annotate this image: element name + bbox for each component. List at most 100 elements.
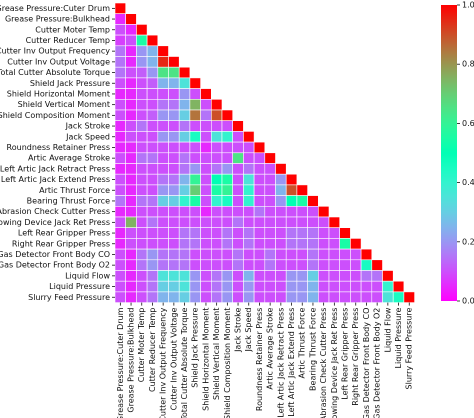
heatmap-cell <box>168 173 180 186</box>
heatmap-cell <box>125 227 137 239</box>
y-tick-label: Cutter Moter Temp <box>35 25 110 34</box>
heatmap-cell <box>146 195 159 207</box>
heatmap-cell <box>200 195 212 207</box>
x-tick-label: Bearing Thrust Force <box>308 308 317 391</box>
heatmap-cell <box>168 88 180 100</box>
x-tick-label: Jack Speed <box>244 308 253 353</box>
heatmap-cell <box>221 120 233 132</box>
heatmap-cell <box>307 248 319 261</box>
heatmap-cell <box>307 259 319 271</box>
heatmap-cell <box>317 206 330 218</box>
heatmap-cell <box>168 248 180 261</box>
y-tick-label: Liquid Pressure <box>49 282 110 291</box>
heatmap-cell <box>136 238 148 250</box>
x-tick-label: Left Rear Gripper Press <box>341 308 350 400</box>
heatmap-cell <box>221 109 233 121</box>
heatmap-cell <box>211 280 223 293</box>
x-tick-label: Left Artic Jack Retract Press <box>276 308 285 418</box>
heatmap-cell <box>125 259 137 271</box>
heatmap-cell <box>221 248 233 261</box>
heatmap-cell <box>360 291 373 303</box>
heatmap-cell <box>168 291 180 303</box>
heatmap-cell <box>157 248 169 261</box>
heatmap-cell <box>136 173 148 186</box>
heatmap-cell <box>285 173 298 186</box>
heatmap-cell <box>200 280 212 293</box>
heatmap-cell <box>114 131 126 143</box>
heatmap-cell <box>136 184 148 196</box>
heatmap-cell <box>146 238 159 250</box>
heatmap-cell <box>125 184 137 196</box>
x-tick-label: Gas Detector Front Body O2 <box>373 308 382 418</box>
heatmap-cell <box>211 163 223 175</box>
heatmap-cell <box>168 131 180 143</box>
heatmap-cell <box>178 248 191 261</box>
heatmap-cell <box>157 99 169 111</box>
heatmap-cell <box>168 66 180 79</box>
heatmap-cells <box>114 2 415 303</box>
heatmap-cell <box>178 173 191 186</box>
heatmap-cell <box>178 120 191 132</box>
heatmap-cell <box>253 270 266 282</box>
heatmap-cell <box>243 291 255 303</box>
heatmap-cell <box>178 259 191 271</box>
heatmap-cell <box>317 291 330 303</box>
heatmap-cell <box>178 77 191 89</box>
heatmap-cell <box>114 109 126 121</box>
heatmap-cell <box>178 238 191 250</box>
colorbar-tick-label: 1.0 <box>462 1 474 10</box>
heatmap-cell <box>285 216 298 228</box>
heatmap-cell <box>136 195 148 207</box>
heatmap-cell <box>168 206 180 218</box>
heatmap-cell <box>146 120 159 132</box>
heatmap-cell <box>189 195 201 207</box>
heatmap-cell <box>200 227 212 239</box>
heatmap-cell <box>296 248 308 261</box>
heatmap-cell <box>125 24 137 36</box>
heatmap-cell <box>114 152 126 164</box>
heatmap-cell <box>221 141 233 154</box>
heatmap-cell <box>125 99 137 111</box>
heatmap-cell <box>211 173 223 186</box>
heatmap-cell <box>114 141 126 154</box>
x-tick-label: Total Cutter Absolute Torque <box>180 308 189 418</box>
heatmap-cell <box>253 184 266 196</box>
heatmap-cell <box>350 280 362 293</box>
heatmap-cell <box>146 206 159 218</box>
heatmap-cell <box>360 270 373 282</box>
heatmap-cell <box>189 227 201 239</box>
heatmap-cell <box>200 131 212 143</box>
heatmap-cell <box>136 131 148 143</box>
heatmap-cell <box>221 238 233 250</box>
heatmap-cell <box>285 195 298 207</box>
heatmap-cell <box>339 270 351 282</box>
heatmap-cell <box>200 248 212 261</box>
x-tick-label: Cutter Reducer Temp <box>148 308 157 392</box>
x-tick-label: Roundness Retainer Press <box>255 308 264 411</box>
colorbar-gradient <box>441 5 457 301</box>
x-tick-label: Cutter Inv Output Frequency <box>159 307 168 418</box>
heatmap-cell <box>307 280 319 293</box>
heatmap-cell <box>285 184 298 196</box>
heatmap-cell <box>157 206 169 218</box>
heatmap-cell <box>317 280 330 293</box>
heatmap-cell <box>157 184 169 196</box>
heatmap-cell <box>253 206 266 218</box>
heatmap-cell <box>157 195 169 207</box>
heatmap-cell <box>157 227 169 239</box>
heatmap-cell <box>125 120 137 132</box>
heatmap-cell <box>189 131 201 143</box>
heatmap-cell <box>275 280 287 293</box>
heatmap-cell <box>125 141 137 154</box>
x-tick-label: Shield Composition Moment <box>223 308 232 418</box>
heatmap-cell <box>146 109 159 121</box>
heatmap-cell <box>211 270 223 282</box>
heatmap-cell <box>360 259 373 271</box>
heatmap-cell <box>114 195 126 207</box>
heatmap-cell <box>146 163 159 175</box>
heatmap-cell <box>168 152 180 164</box>
heatmap-cell <box>232 131 244 143</box>
heatmap-cell <box>189 259 201 271</box>
heatmap-cell <box>350 238 362 250</box>
heatmap-cell <box>296 259 308 271</box>
